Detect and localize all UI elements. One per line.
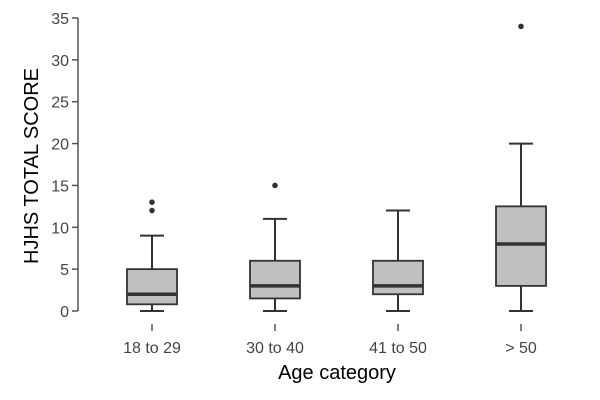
x-axis-title: Age category [278,362,396,384]
iqr-box [372,259,424,296]
y-tick-label: 0 [60,304,69,321]
outlier-point [272,182,278,189]
outlier-point [149,207,155,214]
y-axis-title: HJHS TOTAL SCORE [21,68,43,264]
y-tick-label: 5 [60,262,69,279]
y-tick-label: 10 [51,220,69,237]
y-tick-label: 15 [51,178,69,195]
x-axis: 18 to 29 30 to 40 41 to 50 > 50 [123,324,537,357]
x-tick-label: 30 to 40 [246,340,304,357]
box-group [372,209,424,312]
outlier-point [518,23,524,30]
box-group [126,199,178,312]
y-tick-label: 25 [51,95,69,112]
y-tick-label: 20 [51,137,69,154]
outlier-point [149,199,155,205]
iqr-box [495,205,547,287]
x-tick-label: 18 to 29 [123,340,181,357]
y-tick-label: 35 [51,11,69,28]
x-tick-label: > 50 [505,340,537,357]
box-group [495,23,547,312]
box-group [249,182,301,312]
iqr-box [126,268,178,306]
boxes [126,23,547,312]
iqr-box [249,259,301,300]
y-axis: 0 5 10 15 20 25 30 35 [51,11,79,321]
x-tick-label: 41 to 50 [369,340,427,357]
y-tick-label: 30 [51,53,69,70]
